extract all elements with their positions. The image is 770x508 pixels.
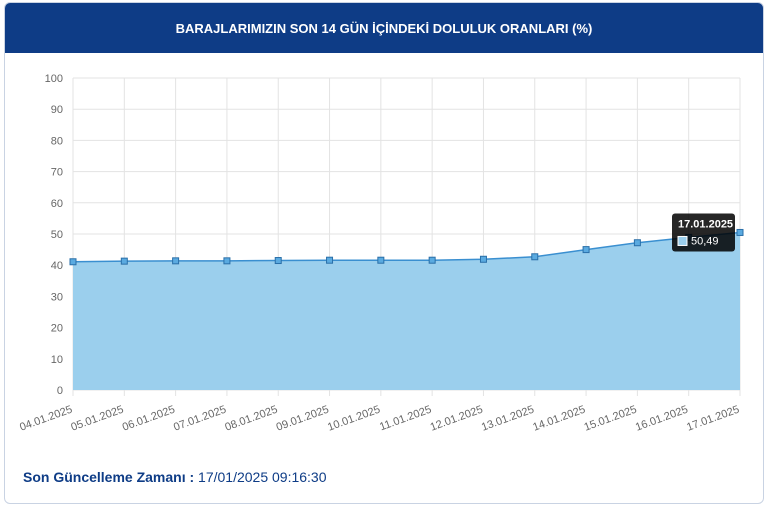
x-tick-label: 11.01.2025 [378,404,433,434]
marker [69,258,77,266]
footer-label: Son Güncelleme Zamanı : [23,469,195,485]
marker [223,257,231,265]
marker [377,256,385,264]
y-tick-label: 40 [51,260,63,272]
y-tick-label: 100 [45,73,63,85]
y-tick-label: 70 [51,167,63,179]
footer: Son Güncelleme Zamanı : 17/01/2025 09:16… [23,469,327,485]
x-tick-label: 16.01.2025 [634,404,690,434]
header-title: BARAJLARIMIZIN SON 14 GÜN İÇİNDEKİ DOLUL… [5,3,763,53]
marker [582,246,590,254]
marker [326,256,334,264]
x-tick-label: 14.01.2025 [531,404,587,434]
card: BARAJLARIMIZIN SON 14 GÜN İÇİNDEKİ DOLUL… [4,2,764,504]
y-tick-label: 50 [51,229,63,241]
x-tick-label: 10.01.2025 [326,404,382,434]
marker [531,253,539,261]
area [73,232,740,390]
x-tick-label: 04.01.2025 [18,404,74,434]
y-tick-label: 60 [51,198,63,210]
x-tick-label: 15.01.2025 [583,404,639,434]
y-tick-label: 80 [51,135,63,147]
y-tick-label: 0 [57,385,63,397]
tooltip: 17.01.2025 50,49 [672,213,735,252]
line [72,231,741,263]
x-tick-label: 13.01.2025 [480,404,536,434]
marker [120,257,128,265]
marker [428,256,436,264]
x-tick-label: 08.01.2025 [223,404,279,434]
x-tick-label: 07.01.2025 [172,404,228,434]
y-tick-label: 30 [51,291,63,303]
x-tick-label: 05.01.2025 [69,404,125,434]
marker [479,255,487,263]
footer-value: 17/01/2025 09:16:30 [198,469,327,485]
marker [274,257,282,265]
marker [633,239,641,247]
x-tick-label: 09.01.2025 [275,404,331,434]
tooltip-title: 17.01.2025 [678,218,733,230]
x-tick-label: 06.01.2025 [121,404,177,434]
x-tick-label: 12.01.2025 [429,404,485,434]
value-label: 50,49 [691,235,719,247]
x-tick-label: 17.01.2025 [685,404,741,434]
tooltip-box [672,213,735,252]
y-tick-label: 90 [51,104,63,116]
marker [172,257,180,265]
y-tick-label: 20 [51,323,63,335]
marker [736,228,744,236]
y-tick-label: 10 [51,354,63,366]
tooltip-swatch [677,235,688,246]
